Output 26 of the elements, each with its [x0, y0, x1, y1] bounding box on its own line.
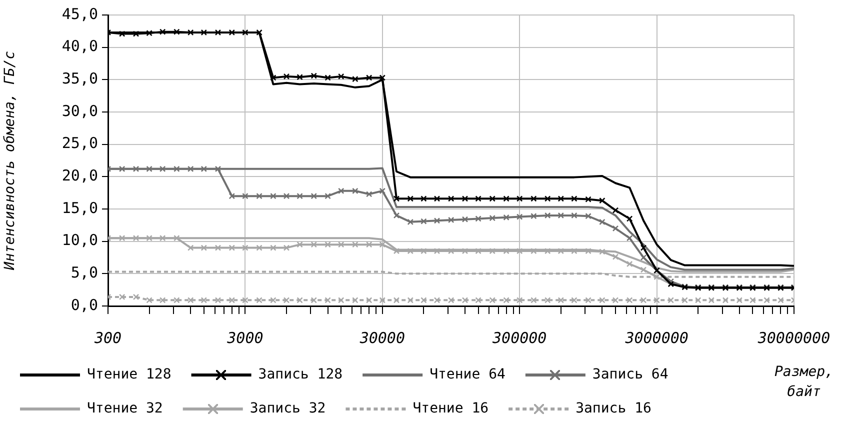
y-tick-label: 15,0 — [62, 198, 98, 217]
y-tick-label: 40,0 — [62, 37, 98, 56]
x-tick-label: 300 — [93, 328, 122, 347]
x-axis-title: Размер, байт — [773, 363, 834, 402]
y-tick-label: 10,0 — [62, 231, 98, 250]
x-tick-label: 300000 — [492, 328, 547, 347]
y-tick-label: 45,0 — [62, 4, 98, 23]
legend-label: Чтение 32 — [87, 400, 163, 417]
y-tick-label: 5,0 — [70, 264, 98, 282]
y-axis-title: Интенсивность обмена, ГБ/с — [2, 50, 18, 272]
legend-label: Чтение 64 — [430, 366, 506, 383]
legend-label: Запись 128 — [258, 366, 343, 383]
x-tick-label: 3000 — [226, 328, 264, 347]
y-tick-label: 25,0 — [62, 134, 98, 152]
legend-label: Чтение 16 — [412, 400, 489, 417]
legend-label: Чтение 128 — [87, 366, 172, 383]
x-tick-label: 30000 — [358, 328, 405, 347]
legend-label: Запись 64 — [592, 366, 668, 383]
y-tick-label: 30,0 — [62, 102, 98, 120]
legend-label: Запись 32 — [250, 400, 326, 417]
y-tick-label: 0,0 — [70, 296, 98, 314]
legend-label: Запись 16 — [576, 400, 652, 417]
y-tick-label: 20,0 — [62, 166, 98, 185]
x-tick-label: 3000000 — [624, 328, 688, 347]
y-tick-label: 35,0 — [62, 70, 98, 88]
x-tick-label: 30000000 — [756, 328, 830, 347]
